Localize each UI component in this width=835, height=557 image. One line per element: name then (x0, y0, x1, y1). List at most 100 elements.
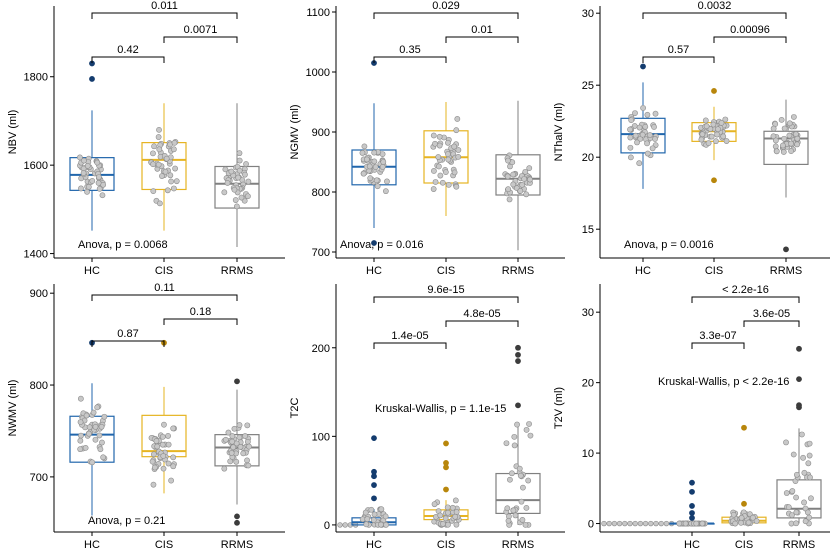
data-point (627, 126, 633, 133)
data-point (806, 440, 813, 447)
data-point (454, 116, 461, 122)
data-point (526, 421, 532, 427)
data-point (384, 178, 390, 185)
data-point (527, 176, 533, 183)
data-point (379, 164, 386, 170)
x-tick-label-cis: CIS (735, 539, 753, 551)
data-point (151, 143, 157, 150)
data-point (161, 421, 167, 428)
y-axis-label: NThalV (ml) (553, 103, 565, 162)
data-point (95, 174, 102, 181)
data-point (622, 520, 628, 527)
outlier-point (515, 351, 521, 358)
data-point (616, 520, 623, 527)
comparison-p-value: 0.00096 (730, 24, 770, 36)
data-point (510, 507, 517, 514)
comparison-bracket (445, 36, 519, 43)
data-point (781, 135, 788, 142)
data-point (778, 116, 785, 123)
y-tick-label: 1800 (24, 72, 48, 84)
box-hc (620, 63, 666, 189)
data-point (378, 521, 384, 528)
box-rrms (495, 344, 541, 528)
data-point (244, 438, 251, 445)
data-point (521, 176, 528, 182)
data-point (636, 160, 643, 167)
outlier-point (741, 424, 747, 431)
data-point (244, 422, 251, 429)
data-point (168, 178, 175, 185)
comparison-bracket (373, 56, 447, 63)
data-point (231, 425, 238, 432)
data-point (788, 140, 794, 147)
comparison-p-value: 0.01 (471, 24, 492, 36)
outlier-point (689, 503, 695, 509)
data-point (374, 183, 381, 190)
data-point (228, 168, 235, 175)
data-point (649, 145, 656, 152)
x-tick-label-rrms: RRMS (221, 539, 253, 551)
x-tick-label-cis: CIS (437, 265, 455, 277)
x-tick-label-cis: CIS (155, 265, 173, 277)
box-cis (691, 88, 737, 184)
data-point (783, 490, 790, 496)
data-point (780, 149, 787, 155)
data-point (699, 131, 706, 138)
data-point (738, 514, 745, 521)
data-point (780, 142, 786, 149)
data-point (236, 167, 243, 174)
global-test-label: Anova, p = 0.21 (88, 515, 165, 527)
data-point (380, 159, 387, 165)
data-point (611, 520, 618, 527)
data-point (794, 135, 801, 142)
box-cis (721, 424, 767, 527)
data-point (745, 519, 752, 526)
comparison-bracket (91, 12, 238, 19)
global-test-label: Anova, p = 0.0016 (624, 239, 714, 251)
data-point (781, 125, 788, 132)
data-point (100, 454, 107, 461)
data-point (800, 454, 806, 461)
y-tick-label: 1100 (306, 7, 330, 19)
data-point (445, 521, 451, 528)
data-point (165, 433, 171, 439)
comparison-bracket (163, 36, 238, 43)
box-hc (669, 479, 715, 527)
data-point (708, 133, 715, 140)
data-point (789, 488, 796, 494)
y-tick-label: 900 (312, 127, 330, 139)
data-point (511, 442, 518, 449)
outlier-point (796, 376, 802, 383)
data-point (519, 517, 526, 523)
data-point (437, 172, 444, 179)
outlier-point (234, 378, 240, 385)
data-point (82, 444, 89, 451)
y-tick-label: 0 (324, 520, 330, 532)
data-point (98, 423, 105, 430)
comparison-bracket (91, 340, 165, 347)
box-cis (141, 339, 187, 494)
outlier-point (796, 402, 802, 409)
outlier-point (711, 88, 717, 94)
box-iqr (141, 142, 187, 191)
data-point (233, 203, 240, 210)
data-point (805, 509, 811, 516)
data-point (601, 520, 607, 527)
data-point (170, 146, 177, 153)
data-point (518, 498, 525, 505)
data-point (806, 452, 813, 459)
data-point (606, 520, 612, 527)
data-point (228, 450, 235, 456)
box-rrms (214, 378, 260, 526)
data-point (430, 132, 437, 139)
data-point (156, 200, 163, 207)
data-point (430, 186, 437, 192)
data-point (168, 477, 175, 484)
data-point (444, 504, 451, 511)
data-point (81, 157, 87, 164)
data-point (77, 437, 84, 444)
y-tick-label: 700 (30, 472, 48, 484)
data-point (77, 419, 84, 426)
data-point (773, 148, 780, 155)
data-point (644, 140, 650, 147)
